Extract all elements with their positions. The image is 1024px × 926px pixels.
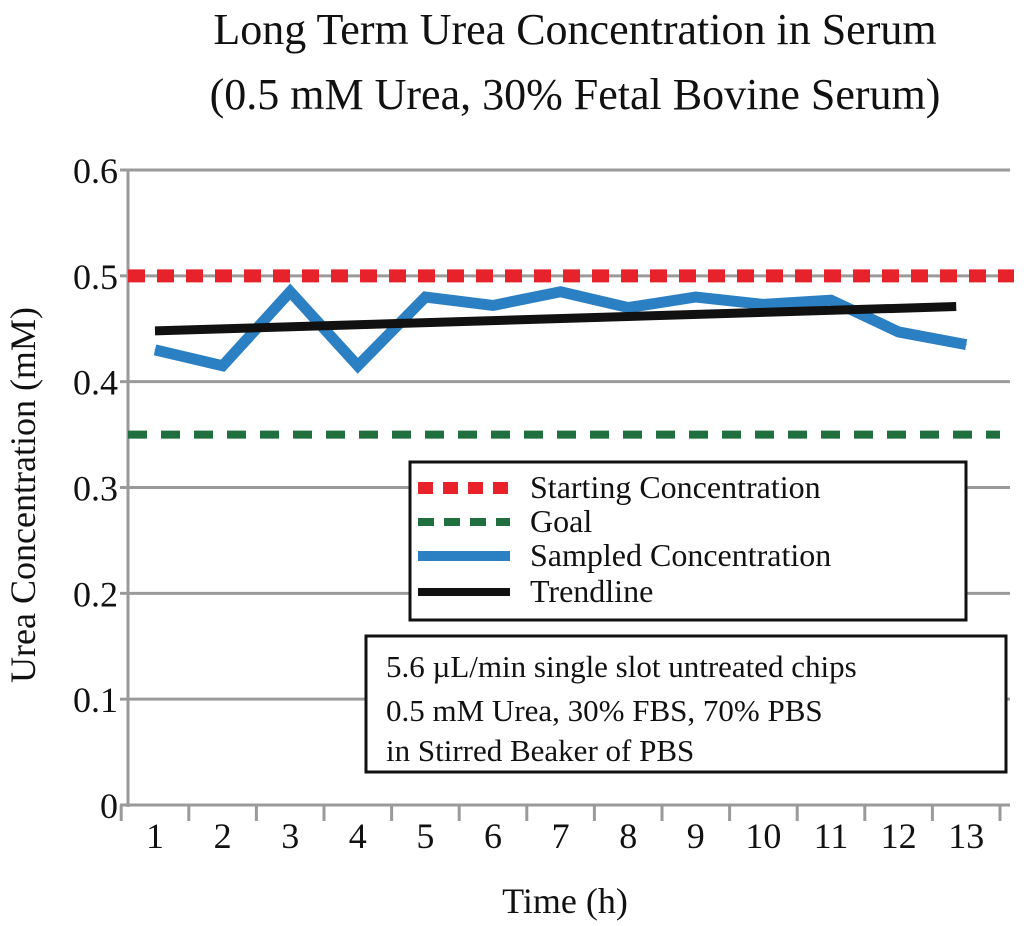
legend-label-sampled: Sampled Concentration — [530, 537, 831, 573]
legend: Starting Concentration Goal Sampled Conc… — [408, 460, 968, 622]
x-tick-label-8: 9 — [687, 816, 705, 856]
x-tick-label-11: 12 — [881, 816, 917, 856]
x-tick-label-9: 10 — [745, 816, 781, 856]
sampled-point-4 — [357, 365, 359, 367]
x-tick-label-6: 7 — [552, 816, 570, 856]
x-axis-label: Time (h) — [502, 881, 628, 921]
x-tick-label-10: 11 — [814, 816, 849, 856]
sampled-point-7 — [560, 291, 562, 293]
y-tick-label-0: 0 — [100, 786, 118, 826]
sampled-point-2 — [222, 365, 224, 367]
y-tick-label-5: 0.5 — [73, 257, 118, 297]
sampled-point-8 — [627, 307, 629, 309]
sampled-point-11 — [830, 299, 832, 301]
sampled-point-3 — [289, 291, 291, 293]
annotation-line-2: 0.5 mM Urea, 30% FBS, 70% PBS — [386, 693, 823, 728]
series-lines — [128, 269, 1014, 439]
legend-label-starting: Starting Concentration — [530, 469, 821, 505]
x-tick-label-12: 13 — [948, 816, 984, 856]
sampled-point-6 — [492, 304, 494, 306]
chart-title-line-1: Long Term Urea Concentration in Serum — [213, 5, 936, 54]
y-tick-label-3: 0.3 — [73, 469, 118, 509]
legend-swatches — [418, 482, 510, 596]
y-tick-labels: 0 0.1 0.2 0.3 0.4 0.5 0.6 — [73, 151, 118, 826]
x-tick-labels: 1 2 3 4 5 6 7 8 9 10 11 12 13 — [146, 816, 984, 856]
y-tick-label-4: 0.4 — [73, 363, 118, 403]
x-tick-label-7: 8 — [619, 816, 637, 856]
legend-label-trendline: Trendline — [530, 573, 653, 609]
sampled-point-1 — [154, 349, 156, 351]
x-tick-label-5: 6 — [484, 816, 502, 856]
x-tick-label-2: 3 — [281, 816, 299, 856]
x-tick-label-1: 2 — [214, 816, 232, 856]
sampled-point-13 — [965, 344, 967, 346]
annotation-box: 5.6 µL/min single slot untreated chips 0… — [364, 634, 1008, 774]
sampled-point-9 — [695, 296, 697, 298]
sampled-point-12 — [898, 331, 900, 333]
sampled-point-5 — [424, 296, 426, 298]
x-tick-label-3: 4 — [349, 816, 367, 856]
x-tick-label-0: 1 — [146, 816, 164, 856]
annotation-frame — [364, 634, 1008, 774]
y-tick-label-6: 0.6 — [73, 151, 118, 191]
annotation-line-3: in Stirred Beaker of PBS — [386, 733, 694, 768]
y-tick-label-1: 0.1 — [73, 680, 118, 720]
y-tick-label-2: 0.2 — [73, 574, 118, 614]
x-tick-label-4: 5 — [416, 816, 434, 856]
series-trendline — [154, 302, 957, 336]
y-axis-label: Urea Concentration (mM) — [3, 307, 43, 683]
legend-label-goal: Goal — [530, 503, 592, 539]
chart-title-line-2: (0.5 mM Urea, 30% Fetal Bovine Serum) — [210, 70, 941, 119]
sampled-point-10 — [762, 303, 764, 305]
annotation-line-1: 5.6 µL/min single slot untreated chips — [386, 649, 857, 684]
